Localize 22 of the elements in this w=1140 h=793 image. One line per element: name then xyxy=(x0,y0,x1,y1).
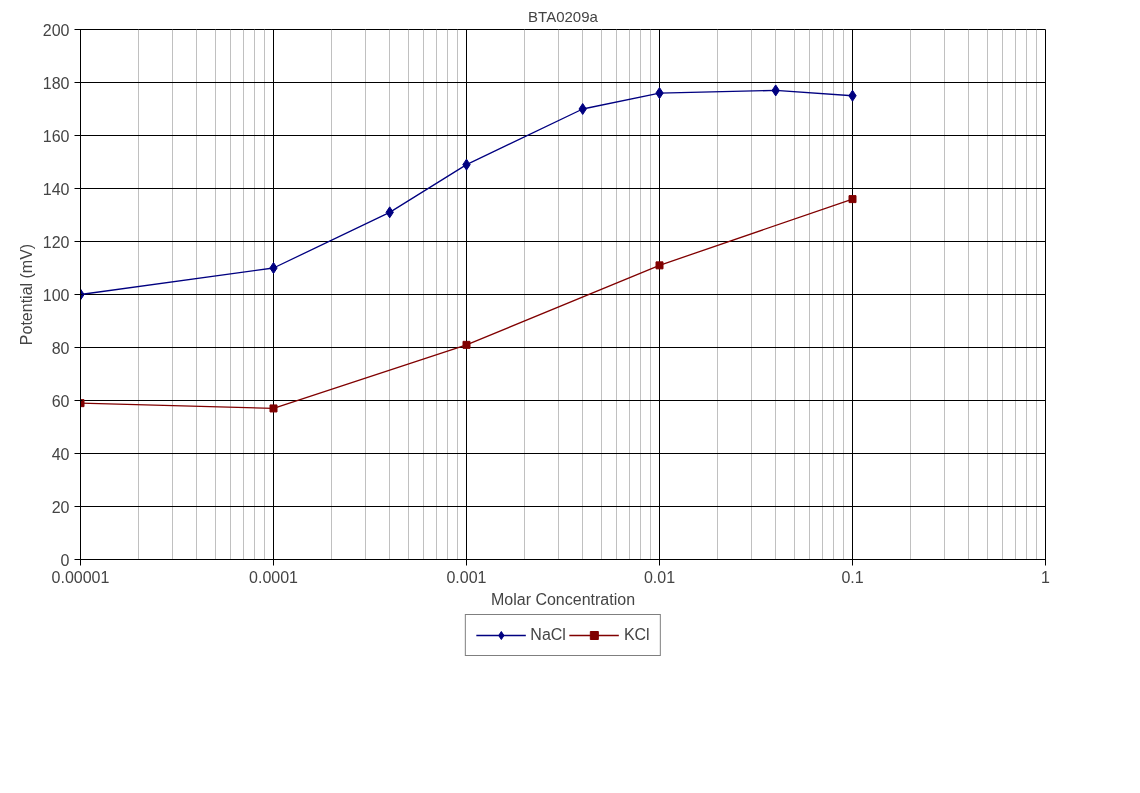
y-tick-label: 80 xyxy=(51,339,70,357)
y-tick-label: 160 xyxy=(42,127,70,145)
y-tick-label: 0 xyxy=(60,551,70,569)
x-tick-label: 0.01 xyxy=(643,568,676,586)
y-tick-label: 60 xyxy=(51,392,70,410)
y-tick-label: 20 xyxy=(51,498,70,516)
y-axis-title: Potential (mV) xyxy=(17,243,35,346)
y-tick-label: 40 xyxy=(51,445,70,463)
y-tick-label: 140 xyxy=(42,180,70,198)
x-tick-label: 0.1 xyxy=(841,568,864,586)
x-tick-label: 1 xyxy=(1041,568,1051,586)
y-tick-label: 180 xyxy=(42,74,70,92)
x-axis-title: Molar Concentration xyxy=(490,590,636,608)
x-tick-label: 0.0001 xyxy=(249,568,299,586)
x-tick-label: 0.00001 xyxy=(51,568,110,586)
legend-label: KCl xyxy=(623,626,650,644)
chart-title: BTA0209a xyxy=(528,7,599,25)
y-tick-label: 200 xyxy=(42,21,70,39)
y-tick-label: 100 xyxy=(42,286,70,304)
y-tick-label: 120 xyxy=(42,233,70,251)
legend-label: NaCl xyxy=(530,626,566,644)
x-tick-label: 0.001 xyxy=(446,568,487,586)
